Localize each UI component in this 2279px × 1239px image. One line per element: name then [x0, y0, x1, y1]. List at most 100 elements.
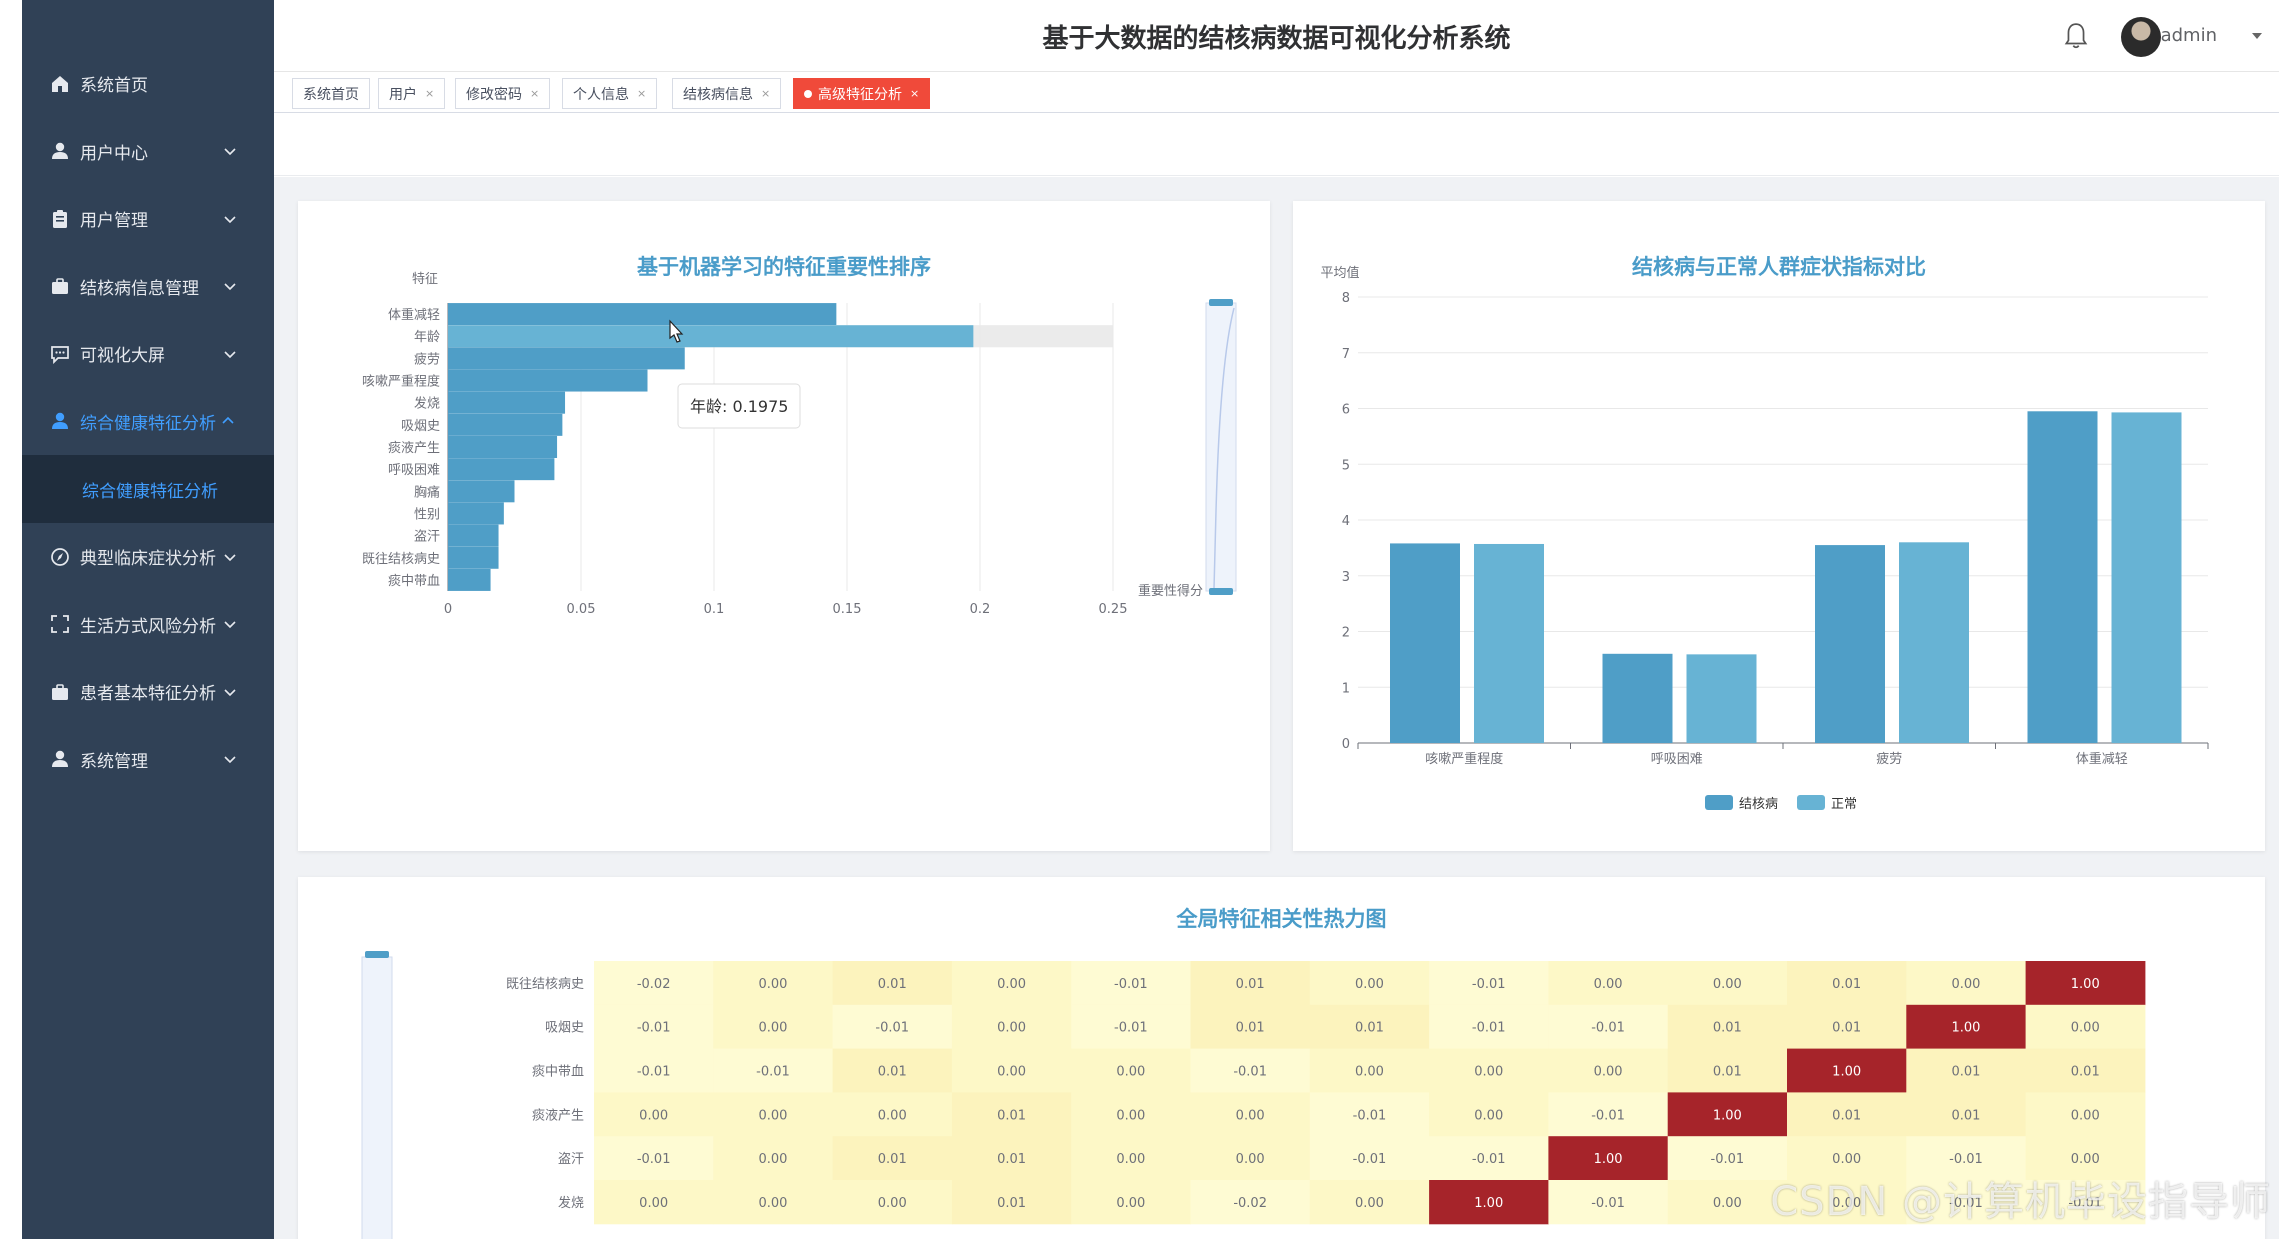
- sidebar-item-2[interactable]: 用户管理: [22, 185, 274, 253]
- heat-cell: [832, 1004, 953, 1050]
- tag-4[interactable]: 结核病信息 ×: [672, 78, 782, 109]
- heat-cell: [713, 1048, 834, 1093]
- heat-cell: [1309, 1048, 1430, 1093]
- y-tick-label: 2: [1342, 626, 1350, 641]
- bar-0-0: [1390, 543, 1460, 743]
- heat-cell: [1071, 1048, 1191, 1093]
- zoom-slider-track: [361, 956, 393, 1239]
- bar-3: [448, 369, 648, 392]
- tooltip: 年龄: 0.1975: [677, 383, 801, 429]
- bar-0-3: [2027, 411, 2098, 743]
- y-tick-label: 0: [1342, 737, 1350, 752]
- sidebar-item-5[interactable]: 综合健康特征分析: [22, 388, 274, 456]
- heat-cell-value: 0.01: [878, 1152, 907, 1167]
- chevron-up-icon: [222, 417, 234, 424]
- heat-cell: [1667, 1092, 1788, 1137]
- tag-close-icon[interactable]: ×: [910, 87, 920, 100]
- sidebar-item-9[interactable]: 系统管理: [22, 726, 274, 794]
- bar-7: [448, 458, 555, 481]
- heat-cell: [1429, 1048, 1549, 1093]
- sidebar-item-3[interactable]: 结核病信息管理: [22, 253, 274, 321]
- y-axis-name: 平均值: [1320, 265, 1359, 281]
- sidebar-item-0[interactable]: 系统首页: [22, 50, 274, 118]
- heat-cell: [1787, 1136, 1907, 1181]
- sidebar: 系统首页 用户中心 用户管理 结核病信息管理 可视化大屏 综合健康特征分析 综合健康特征分析…: [0, 0, 274, 1239]
- zoom-handle-top: [1209, 299, 1233, 306]
- y-tick-label: 4: [1342, 514, 1350, 529]
- tag-label: 用户: [389, 86, 417, 103]
- bar-1-0: [1474, 543, 1544, 743]
- sidebar-item-7[interactable]: 生活方式风险分析: [22, 591, 274, 659]
- heat-cell: [951, 1004, 1072, 1050]
- heat-cell-value: 0.00: [1355, 977, 1384, 992]
- sidebar-item-8[interactable]: 患者基本特征分析: [22, 658, 274, 726]
- heat-cell-value: 0.00: [758, 1021, 787, 1036]
- caret-down-icon[interactable]: [2251, 30, 2263, 42]
- tag-close-icon[interactable]: ×: [530, 87, 540, 100]
- heat-cell: [1190, 1004, 1311, 1050]
- heat-cell: [2025, 1092, 2146, 1137]
- heat-cell-value: 0.00: [1355, 1065, 1384, 1080]
- tag-1[interactable]: 用户 ×: [378, 78, 446, 109]
- heat-cell-value: 0.01: [1951, 1108, 1980, 1123]
- sidebar-item-1[interactable]: 用户中心: [22, 118, 274, 186]
- sidebar-item-label: 结核病信息管理: [80, 278, 199, 299]
- tag-2[interactable]: 修改密码 ×: [455, 78, 551, 109]
- zoom-handle-top: [365, 951, 389, 958]
- heat-cell-value: 0.01: [1236, 977, 1265, 992]
- heat-cell-value: 0.01: [1713, 1021, 1742, 1036]
- zoom-slider-preview: [1213, 307, 1235, 590]
- fullscreen-icon: [51, 615, 69, 634]
- sidebar-item-6[interactable]: 典型临床症状分析: [22, 523, 274, 591]
- tag-3[interactable]: 个人信息 ×: [562, 78, 658, 109]
- tag-0[interactable]: 系统首页: [292, 78, 370, 109]
- heat-cell: [951, 961, 1072, 1006]
- heat-cell-value: -0.01: [637, 1065, 671, 1080]
- heat-cell-value: -0.02: [637, 977, 671, 992]
- chevron-down-icon: [224, 283, 236, 291]
- bar-6: [448, 436, 558, 458]
- tag-label: 个人信息: [573, 86, 629, 103]
- avatar[interactable]: [2121, 17, 2161, 57]
- tag-5[interactable]: 高级特征分析 ×: [793, 78, 931, 109]
- username[interactable]: admin: [2160, 25, 2217, 46]
- heat-cell-value: 0.00: [997, 1065, 1026, 1080]
- sidebar-item-4[interactable]: 可视化大屏: [22, 320, 274, 388]
- heat-cell-value: 0.00: [1832, 1152, 1861, 1167]
- tags-view: 系统首页 用户 × 修改密码 × 个人信息 × 结核病信息 × 高级特征分析 ×: [274, 73, 2279, 113]
- sidebar-item-label: 系统管理: [80, 751, 148, 772]
- heat-cell-value: -0.01: [637, 1021, 671, 1036]
- y-tick-label: 1: [1342, 681, 1350, 696]
- tag-close-icon[interactable]: ×: [637, 87, 647, 100]
- heat-cell-value: 1.00: [1474, 1196, 1503, 1211]
- heat-cell: [594, 1048, 714, 1093]
- heat-cell-value: 0.00: [758, 977, 787, 992]
- heat-cell-value: 0.01: [1951, 1065, 1980, 1080]
- heat-cell: [1906, 1180, 2027, 1225]
- y-tick-label: 年龄: [414, 330, 440, 345]
- heat-cell-value: 0.00: [758, 1108, 787, 1123]
- page-title: 基于大数据的结核病数据可视化分析系统: [1042, 24, 1511, 54]
- sidebar-menu: 系统首页 用户中心 用户管理 结核病信息管理 可视化大屏 综合健康特征分析 综合健康特征分析…: [22, 50, 274, 793]
- main-content: 基于机器学习的特征重要性排序 0 0.05 0.1 0.15 0.2 0.25 特征 重要性得…: [274, 177, 2279, 1239]
- tag-close-icon[interactable]: ×: [425, 87, 435, 100]
- heat-cell: [1906, 1136, 2027, 1181]
- bar-4: [448, 391, 566, 414]
- x-tick-label: 咳嗽严重程度: [1425, 751, 1503, 767]
- heat-cell: [1787, 1048, 1907, 1093]
- user-icon: [52, 751, 68, 768]
- heat-cell: [1429, 1136, 1549, 1181]
- x-tick-label: 0.25: [1099, 602, 1128, 617]
- tag-close-icon[interactable]: ×: [761, 87, 771, 100]
- heat-cell: [832, 1092, 953, 1137]
- heat-cell: [1190, 1092, 1311, 1137]
- heat-cell: [1906, 1004, 2027, 1050]
- bell-icon[interactable]: [2063, 22, 2089, 50]
- chevron-down-icon: [224, 554, 236, 561]
- chevron-down-icon: [224, 148, 236, 156]
- heat-cell-value: -0.01: [1591, 1196, 1625, 1211]
- bar-0: [448, 303, 837, 326]
- heat-cell-value: -0.01: [1949, 1152, 1983, 1167]
- submenu-item-health-features[interactable]: 综合健康特征分析: [22, 455, 274, 523]
